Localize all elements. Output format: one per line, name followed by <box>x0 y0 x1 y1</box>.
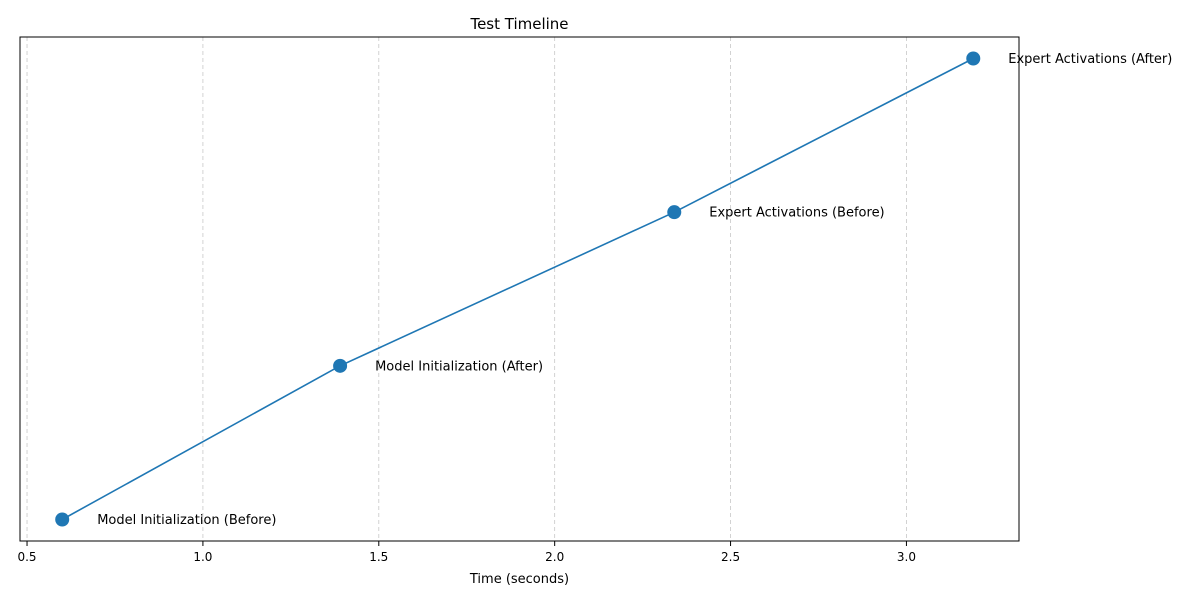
x-tick-label: 1.5 <box>369 550 388 564</box>
series-layer <box>61 57 974 521</box>
grid-layer <box>26 37 907 541</box>
x-tick-label: 0.5 <box>17 550 36 564</box>
point-label: Expert Activations (Before) <box>709 206 884 221</box>
plot-area-frame <box>19 36 1020 542</box>
x-tick-label: 1.0 <box>193 550 212 564</box>
point-labels-layer: Model Initialization (Before) Model Initi… <box>97 52 1172 528</box>
chart-title: Test Timeline <box>469 15 568 33</box>
x-tick-label: 3.0 <box>897 550 916 564</box>
data-point <box>667 205 682 220</box>
series-line <box>61 57 974 521</box>
point-label: Model Initialization (After) <box>375 359 543 374</box>
x-axis-ticks: 0.5 1.0 1.5 2.0 2.5 3.0 <box>17 541 916 564</box>
data-point <box>333 358 348 373</box>
points-layer <box>55 51 981 527</box>
point-label: Expert Activations (After) <box>1008 52 1172 67</box>
point-label: Model Initialization (Before) <box>97 513 276 528</box>
x-tick-label: 2.5 <box>721 550 740 564</box>
data-point <box>55 512 70 527</box>
x-tick-label: 2.0 <box>545 550 564 564</box>
data-point <box>966 51 981 66</box>
x-axis-label: Time (seconds) <box>469 572 569 587</box>
